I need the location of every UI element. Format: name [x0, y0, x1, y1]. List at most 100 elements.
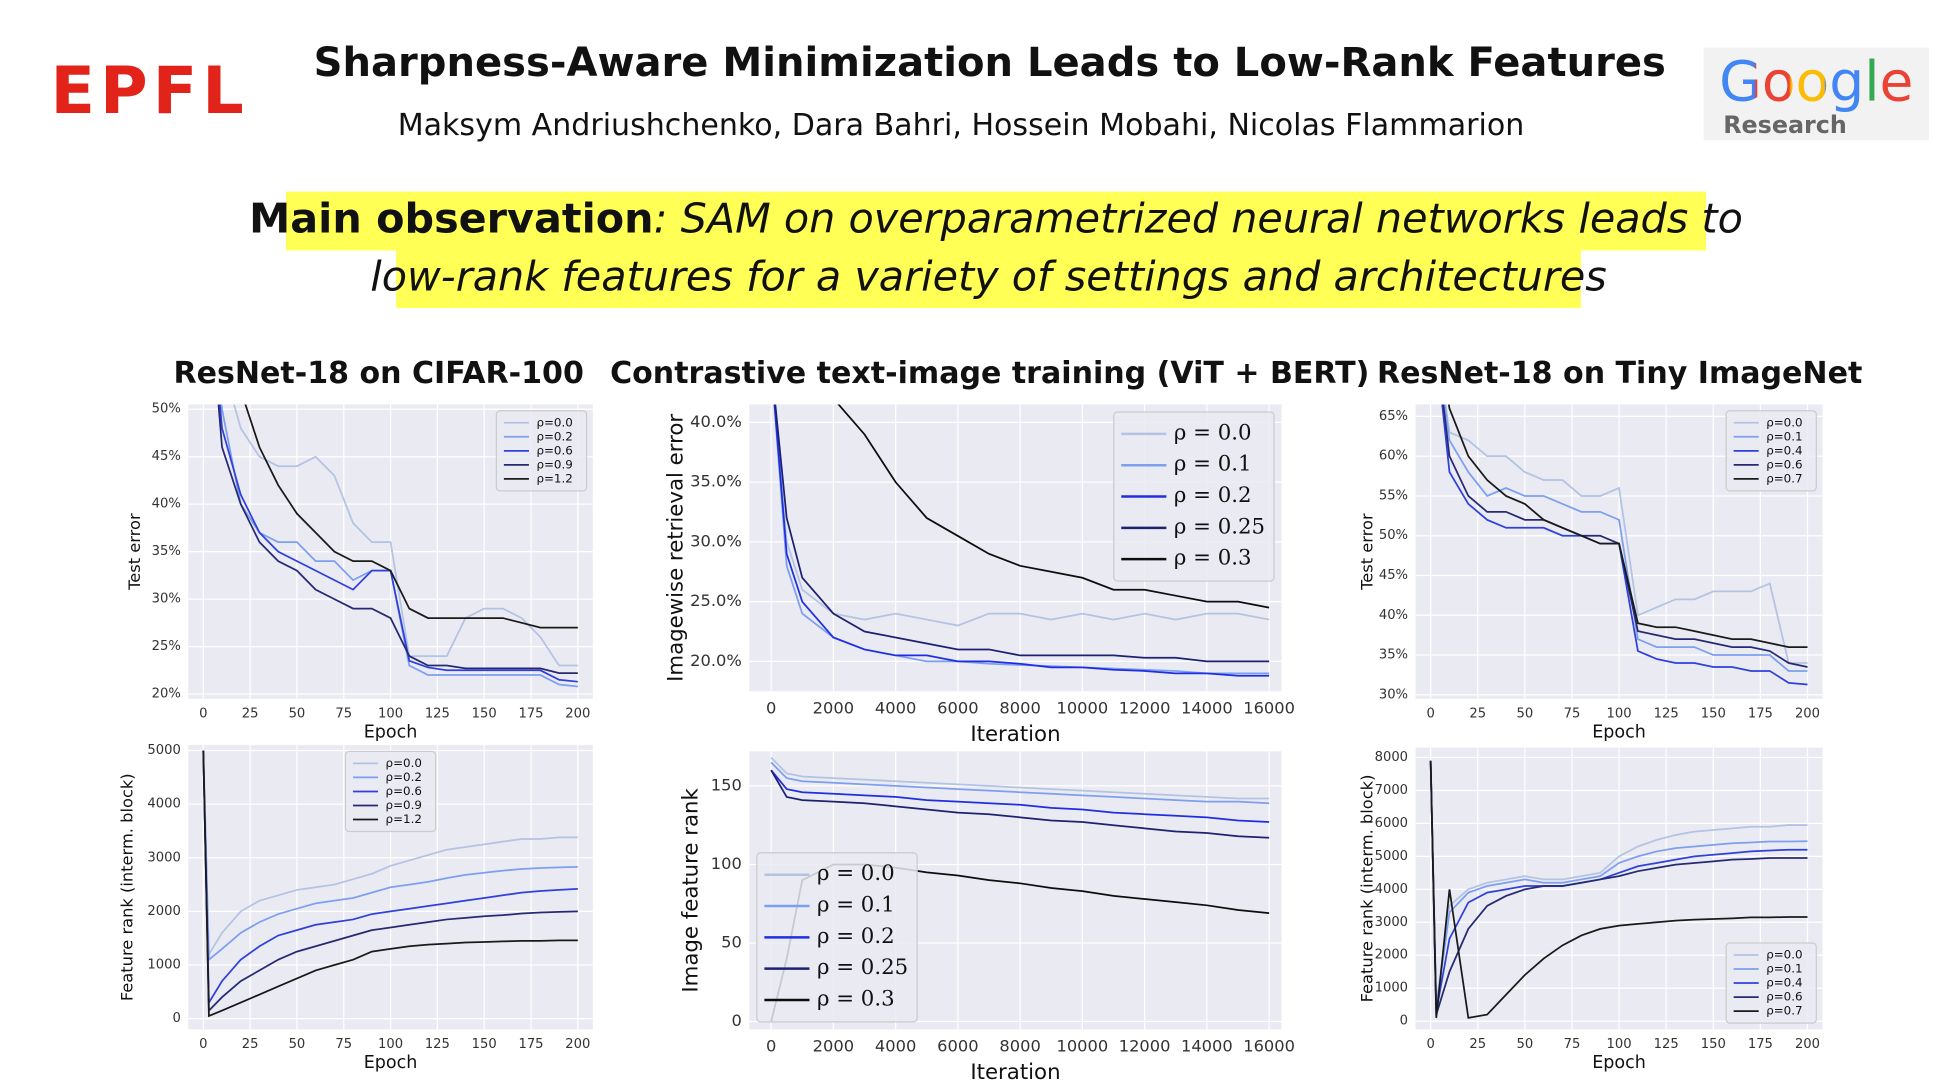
x-tick-label: 75: [1564, 1037, 1581, 1052]
series-line: [1429, 760, 1808, 1019]
y-axis-label: Imagewise retrieval error: [664, 414, 689, 682]
x-tick-label: 125: [425, 1037, 450, 1052]
y-tick-label: 50%: [152, 402, 181, 417]
series-line: [1447, 404, 1808, 648]
y-tick-label: 35.0%: [690, 472, 742, 491]
x-tick-label: 4000: [875, 698, 916, 717]
y-tick-label: 100: [711, 854, 742, 873]
x-tick-label: 8000: [999, 698, 1040, 717]
series-line: [1429, 760, 1808, 1012]
legend-label: ρ=1.2: [386, 812, 422, 826]
legend-label: ρ=0.2: [536, 429, 572, 443]
legend-label: ρ=0.0: [1766, 947, 1802, 961]
x-tick-label: 175: [518, 1037, 543, 1052]
x-tick-label: 200: [1795, 706, 1820, 721]
x-tick-label: 12000: [1119, 1036, 1171, 1055]
series-line: [770, 769, 1270, 823]
y-tick-label: 40%: [152, 497, 181, 512]
y-tick-label: 7000: [1375, 783, 1408, 798]
x-tick-label: 16000: [1243, 698, 1295, 717]
x-tick-label: 0: [1426, 1037, 1434, 1052]
legend-label: ρ=0.1: [1766, 429, 1802, 443]
x-tick-label: 50: [1516, 1037, 1533, 1052]
legend-label: ρ = 0.1: [1174, 452, 1252, 477]
x-tick-label: 8000: [999, 1036, 1040, 1055]
x-tick-label: 10000: [1056, 1036, 1108, 1055]
legend-label: ρ = 0.2: [817, 924, 895, 949]
x-tick-label: 50: [1516, 706, 1533, 721]
legend-box: [1113, 411, 1275, 582]
legend-label: ρ = 0.25: [817, 955, 908, 980]
x-tick-label: 25: [242, 1037, 259, 1052]
observation-text: low-rank features for a variety of setti…: [370, 252, 1607, 300]
x-tick-label: 75: [1564, 706, 1581, 721]
legend-label: ρ = 0.0: [817, 861, 895, 886]
x-tick-label: 150: [1701, 1037, 1726, 1052]
x-tick-label: 0: [199, 706, 207, 721]
legend-label: ρ=0.2: [386, 770, 422, 784]
series-line: [774, 404, 1270, 663]
series-line: [1429, 760, 1808, 1009]
y-tick-label: 35%: [1379, 648, 1408, 663]
google-research: Research: [1723, 111, 1847, 139]
chart: 20.0% 25.0% 30.0% 35.0% 40.0% 0 2000 4000 6000 80…: [664, 404, 1295, 747]
y-tick-label: 20%: [152, 687, 181, 702]
x-tick-label: 100: [1607, 1037, 1632, 1052]
x-tick-label: 0: [1426, 706, 1434, 721]
x-tick-label: 6000: [937, 698, 978, 717]
legend-label: ρ=0.7: [1766, 471, 1802, 485]
y-tick-label: 8000: [1375, 750, 1408, 765]
x-tick-label: 150: [472, 1037, 497, 1052]
x-tick-label: 10000: [1056, 698, 1108, 717]
series-line: [1429, 760, 1808, 1015]
series-line: [202, 750, 578, 958]
epfl-logo: EPFL: [51, 54, 249, 129]
chart: 0 50 100 150 0 2000 4000 6000 8000 10000 12000 1400…: [679, 751, 1295, 1085]
x-tick-label: 0: [766, 1036, 776, 1055]
y-tick-label: 60%: [1379, 449, 1408, 464]
x-tick-label: 25: [1469, 1037, 1486, 1052]
chart: 30% 35% 40% 45% 50% 55% 60% 65% 0 25 50 75 100 125 150…: [1357, 404, 1823, 743]
x-tick-label: 100: [1607, 706, 1632, 721]
legend-label: ρ=1.2: [536, 471, 572, 485]
x-tick-label: 200: [565, 1037, 590, 1052]
legend-label: ρ=0.6: [536, 443, 572, 457]
x-tick-label: 150: [472, 706, 497, 721]
y-tick-label: 30.0%: [690, 531, 742, 550]
x-tick-label: 0: [766, 698, 776, 717]
observation-label: Main observation: [249, 195, 653, 243]
legend-label: ρ=0.0: [1766, 415, 1802, 429]
series-line: [837, 404, 1270, 609]
legend-box: [344, 750, 437, 833]
series-line: [202, 750, 578, 1013]
x-tick-label: 2000: [813, 1036, 854, 1055]
y-tick-label: 40%: [1379, 608, 1408, 623]
x-tick-label: 25: [1469, 706, 1486, 721]
column-title: Contrastive text-image training (ViT + B…: [610, 356, 1369, 391]
y-axis-label: Test error: [125, 513, 144, 591]
y-tick-label: 0: [172, 1011, 180, 1026]
legend-label: ρ=0.4: [1766, 443, 1802, 457]
series-line: [770, 757, 1270, 800]
x-axis-label: Epoch: [364, 723, 418, 743]
series-line: [244, 404, 578, 629]
x-axis-label: Epoch: [364, 1053, 418, 1073]
y-tick-label: 4000: [1375, 882, 1408, 897]
y-tick-label: 2000: [147, 904, 180, 919]
legend-label: ρ = 0.3: [817, 986, 895, 1011]
legend-label: ρ=0.0: [386, 756, 422, 770]
y-tick-label: 3000: [147, 850, 180, 865]
x-tick-label: 150: [1701, 706, 1726, 721]
series-line: [773, 404, 1270, 627]
x-tick-label: 200: [565, 706, 590, 721]
y-tick-label: 2000: [1375, 948, 1408, 963]
x-tick-label: 25: [242, 706, 259, 721]
y-tick-label: 30%: [152, 592, 181, 607]
x-tick-label: 125: [1654, 1037, 1679, 1052]
y-tick-label: 45%: [1379, 568, 1408, 583]
legend-label: ρ=0.4: [1766, 976, 1802, 990]
chart: 0 1000 2000 3000 4000 5000 0 25 50 75 100 125 150 175…: [118, 743, 593, 1073]
y-tick-label: 5000: [147, 743, 180, 758]
legend-label: ρ = 0.3: [1174, 546, 1252, 571]
